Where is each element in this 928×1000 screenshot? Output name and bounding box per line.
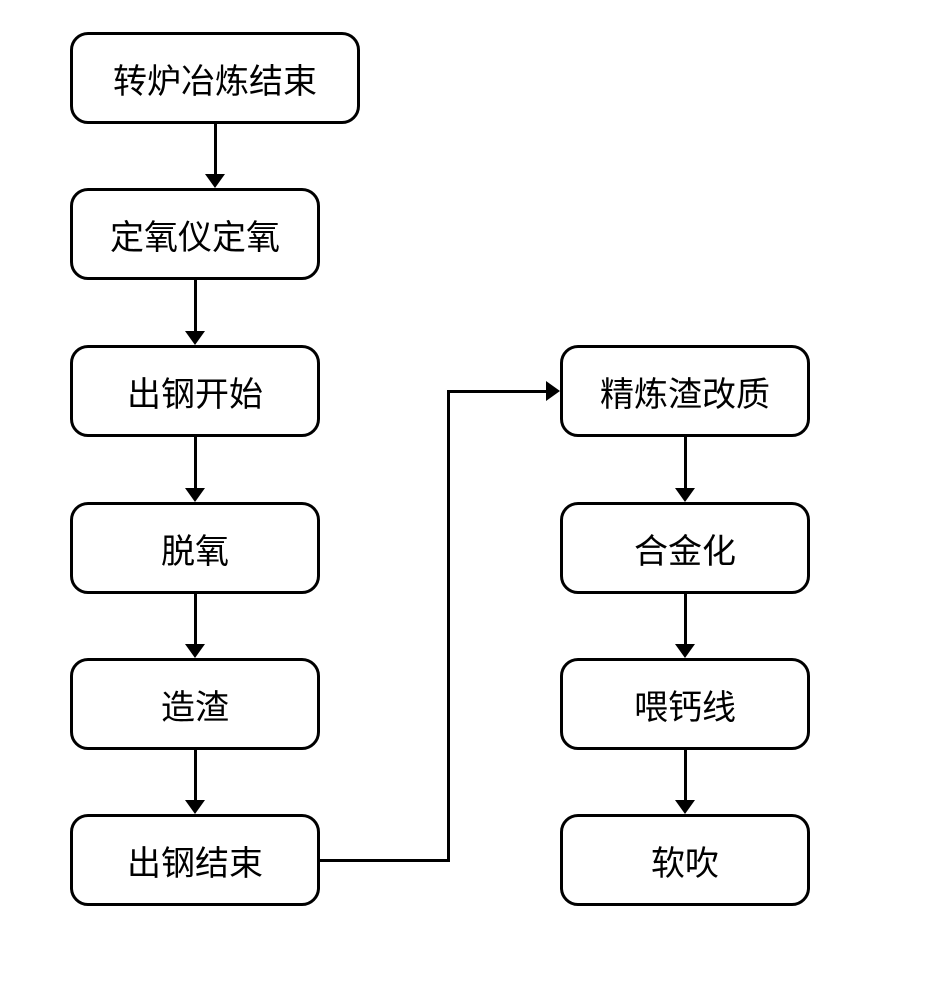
flowchart-node-n3: 出钢开始 xyxy=(70,345,320,437)
flowchart-node-n10: 软吹 xyxy=(560,814,810,906)
flowchart-edge-segment xyxy=(447,390,549,393)
flowchart-node-n7: 精炼渣改质 xyxy=(560,345,810,437)
flowchart-arrow-head xyxy=(675,488,695,502)
flowchart-edge-segment xyxy=(194,280,197,335)
flowchart-arrow-head xyxy=(205,174,225,188)
flowchart-node-n5: 造渣 xyxy=(70,658,320,750)
flowchart-node-n1: 转炉冶炼结束 xyxy=(70,32,360,124)
flowchart-edge-segment xyxy=(214,124,217,178)
flowchart-arrow-head xyxy=(675,644,695,658)
flowchart-arrow-head xyxy=(185,331,205,345)
flowchart-node-n8: 合金化 xyxy=(560,502,810,594)
flowchart-canvas: 转炉冶炼结束定氧仪定氧出钢开始脱氧造渣出钢结束 精炼渣改质合金化喂钙线软吹 xyxy=(0,0,928,1000)
flowchart-edge-segment xyxy=(684,750,687,804)
flowchart-edge-segment xyxy=(684,594,687,648)
flowchart-node-n6: 出钢结束 xyxy=(70,814,320,906)
flowchart-edge-segment xyxy=(447,390,450,862)
flowchart-arrow-head xyxy=(185,800,205,814)
flowchart-edge-segment xyxy=(684,437,687,492)
flowchart-node-n2: 定氧仪定氧 xyxy=(70,188,320,280)
flowchart-edge-segment xyxy=(194,437,197,492)
flowchart-node-n4: 脱氧 xyxy=(70,502,320,594)
flowchart-arrow-head xyxy=(546,381,560,401)
flowchart-edge-segment xyxy=(194,594,197,648)
flowchart-arrow-head xyxy=(185,488,205,502)
flowchart-arrow-head xyxy=(675,800,695,814)
flowchart-edge-segment xyxy=(320,859,450,862)
flowchart-node-n9: 喂钙线 xyxy=(560,658,810,750)
flowchart-edge-segment xyxy=(194,750,197,804)
flowchart-arrow-head xyxy=(185,644,205,658)
